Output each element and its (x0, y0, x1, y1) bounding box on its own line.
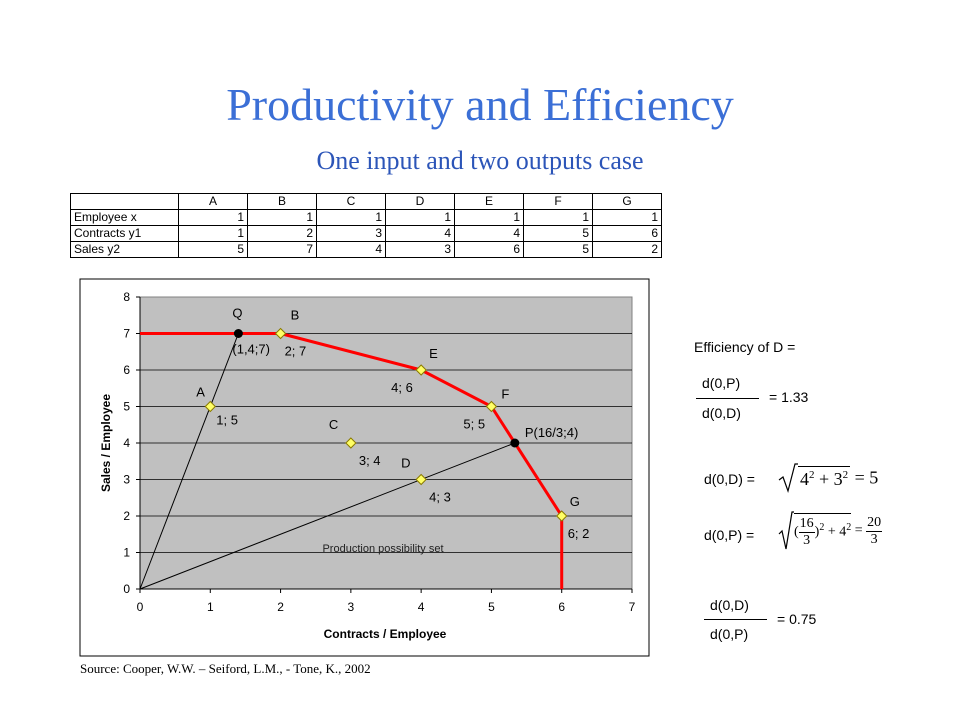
data-point-d (415, 473, 427, 486)
y-tick-label: 6 (123, 363, 130, 377)
table-cell: 5 (178, 241, 248, 258)
dop-result-den: 3 (870, 531, 878, 547)
data-point-f (485, 400, 498, 413)
y-tick-label: 1 (123, 546, 130, 560)
dop-frac-num: 16 (798, 516, 815, 533)
table-row: Employee x 1 1 1 1 1 1 1 (70, 209, 662, 226)
column-header: A (178, 193, 248, 210)
dod-result: = 5 (854, 467, 879, 488)
y-tick-label: 4 (123, 436, 130, 450)
point-name-label: F (501, 387, 509, 402)
y-tick-label: 5 (123, 400, 130, 414)
dod-formula: 42 + 32 = 5 (778, 462, 878, 494)
table-cell: 7 (247, 241, 317, 258)
row-label: Sales y2 (70, 241, 179, 258)
y-tick-label: 3 (123, 473, 130, 487)
dod-label: d(0,D) = (704, 471, 755, 487)
data-label: 2; 7 (285, 344, 307, 359)
data-point-c (345, 437, 357, 449)
table-header-row: A B C D E F G (70, 193, 662, 210)
data-label: 3; 4 (359, 453, 381, 468)
y-tick-label: 0 (123, 582, 130, 596)
dod-term-b: 3 (833, 469, 843, 489)
dop-frac-den: 3 (803, 533, 811, 548)
ratio1-denominator: d(0,D) (702, 405, 741, 421)
y-tick-label: 7 (123, 327, 130, 341)
column-header: G (592, 193, 662, 210)
data-label: 4; 3 (429, 490, 451, 505)
ratio1-numerator: d(0,P) (702, 375, 741, 391)
data-point-b (274, 327, 287, 340)
special-point-q (233, 329, 243, 338)
point-name-label: C (329, 417, 338, 432)
source-citation: Source: Cooper, W.W. – Seiford, L.M., - … (80, 661, 371, 676)
sqrt-sign-icon (778, 463, 798, 494)
table-row: Sales y2 5 7 4 3 6 5 2 (70, 241, 662, 258)
slide-subtitle: One input and two outputs case (316, 146, 644, 175)
special-point-p (510, 438, 520, 448)
chart-layer: 0 1 2 3 4 5 6 7 8 0 1 2 3 4 5 6 7 A 1; 5 B 2; 7 C 3; 4 D 4; 3 E 4;… (123, 290, 635, 614)
efficiency-heading: Efficiency of D = (694, 339, 796, 355)
data-label: P(16/3;4) (525, 425, 578, 440)
y-tick-label: 8 (123, 290, 130, 304)
x-axis-label: Contracts / Employee (324, 627, 447, 641)
ratio1-value: = 1.33 (769, 389, 809, 405)
data-point-e (415, 364, 427, 376)
point-name-label: Q (232, 306, 242, 321)
dop-plus-term: + 4 (827, 524, 847, 540)
x-tick-label: 4 (418, 600, 425, 614)
column-header: D (385, 193, 455, 210)
x-tick-label: 3 (348, 600, 355, 614)
ray-line (139, 442, 516, 590)
y-axis-label: Sales / Employee (99, 394, 113, 492)
point-name-label: A (196, 385, 205, 400)
point-name-label: B (291, 308, 300, 323)
x-tick-label: 5 (488, 600, 495, 614)
ratio2-fraction-bar (704, 619, 767, 620)
ratio1-fraction-bar (696, 398, 759, 399)
x-tick-label: 2 (277, 600, 284, 614)
data-table: A B C D E F G Employee x 1 1 1 1 1 1 1 C… (70, 193, 662, 258)
ratio2-denominator: d(0,P) (710, 626, 749, 642)
dod-term-a: 4 (800, 469, 809, 489)
data-label: 1; 5 (216, 413, 238, 428)
point-name-label: D (401, 456, 410, 471)
frontier-line (140, 332, 564, 589)
dop-formula: (16 3)2 + 42 = 20 3 (778, 510, 883, 552)
data-point-a (204, 400, 216, 413)
dop-result-num: 20 (866, 514, 883, 532)
x-tick-label: 1 (207, 600, 214, 614)
ratio2-numerator: d(0,D) (710, 597, 749, 613)
data-label: 6; 2 (568, 526, 590, 541)
ray-line (139, 333, 239, 590)
data-label: 4; 6 (391, 380, 413, 395)
x-tick-label: 6 (558, 600, 565, 614)
annotation-text: Production possibility set (322, 543, 443, 555)
data-label: 5; 5 (463, 417, 485, 432)
ratio2-value: = 0.75 (777, 611, 817, 627)
x-tick-label: 0 (137, 600, 144, 614)
point-name-label: E (429, 346, 438, 361)
sqrt-sign-icon (778, 511, 794, 550)
point-name-label: G (570, 494, 580, 509)
y-tick-label: 2 (123, 509, 130, 523)
data-label: (1,4;7) (232, 342, 270, 357)
x-tick-label: 7 (629, 600, 636, 614)
table-cell: 3 (385, 241, 455, 258)
dop-label: d(0,P) = (704, 527, 755, 543)
slide-title: Productivity and Efficiency (226, 79, 734, 130)
data-point-g (556, 510, 568, 522)
table-cell: 2 (592, 241, 662, 258)
